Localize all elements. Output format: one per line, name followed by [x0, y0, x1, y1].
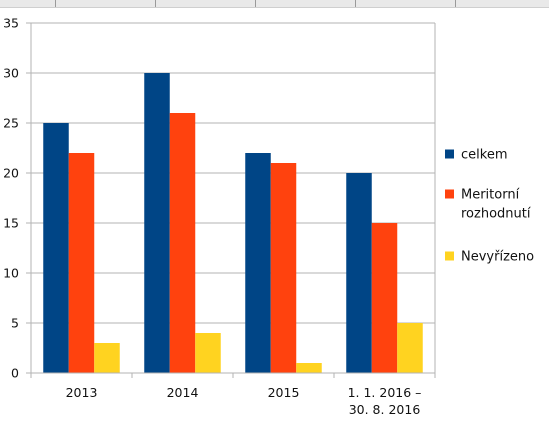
legend-label-line: celkem: [461, 148, 507, 163]
bar-celkem-0: [43, 123, 69, 373]
bar-nevy-zeno-1: [195, 333, 221, 373]
bar-meritorn-rozhodnut--3: [372, 223, 398, 373]
legend: celkem Meritorní rozhodnutí Nevyřízeno: [445, 148, 534, 265]
bar-meritorn-rozhodnut--0: [69, 153, 95, 373]
x-tick-label: 2015: [268, 385, 300, 400]
x-tick-label: 2013: [66, 385, 98, 400]
y-tick-label: 0: [11, 366, 19, 381]
x-tick-label: 2014: [167, 385, 199, 400]
bar-celkem-1: [144, 73, 170, 373]
y-tick-label: 5: [11, 316, 19, 331]
y-tick-label: 35: [3, 16, 19, 31]
y-tick-label: 10: [3, 266, 19, 281]
legend-label-2: Nevyřízeno: [461, 250, 534, 265]
x-tick-label-line: 30. 8. 2016: [349, 402, 421, 417]
bar-nevy-zeno-2: [296, 363, 322, 373]
bar-meritorn-rozhodnut--2: [271, 163, 297, 373]
legend-swatch-0: [445, 150, 454, 159]
legend-label-0: celkem: [461, 148, 507, 163]
bar-celkem-2: [245, 153, 271, 373]
x-tick-label-line: 2015: [268, 385, 300, 400]
y-tick-label: 25: [3, 116, 19, 131]
bar-nevy-zeno-3: [397, 323, 423, 373]
y-tick-label: 30: [3, 66, 19, 81]
x-tick-label: 1. 1. 2016 – 30. 8. 2016: [348, 385, 422, 417]
legend-label-line: Nevyřízeno: [461, 250, 534, 265]
x-tick-label-line: 2014: [167, 385, 199, 400]
y-tick-label: 20: [3, 166, 19, 181]
x-tick-label-line: 1. 1. 2016 –: [348, 385, 422, 400]
legend-label-1: Meritorní rozhodnutí: [461, 188, 531, 222]
legend-label-line: Meritorní: [461, 188, 520, 203]
bar-celkem-3: [346, 173, 372, 373]
legend-label-line: rozhodnutí: [461, 207, 531, 222]
bar-nevy-zeno-0: [94, 343, 120, 373]
x-tick-label-line: 2013: [66, 385, 98, 400]
bar-meritorn-rozhodnut--1: [170, 113, 196, 373]
y-tick-label: 15: [3, 216, 19, 231]
legend-swatch-1: [445, 190, 454, 199]
legend-swatch-2: [445, 252, 454, 261]
